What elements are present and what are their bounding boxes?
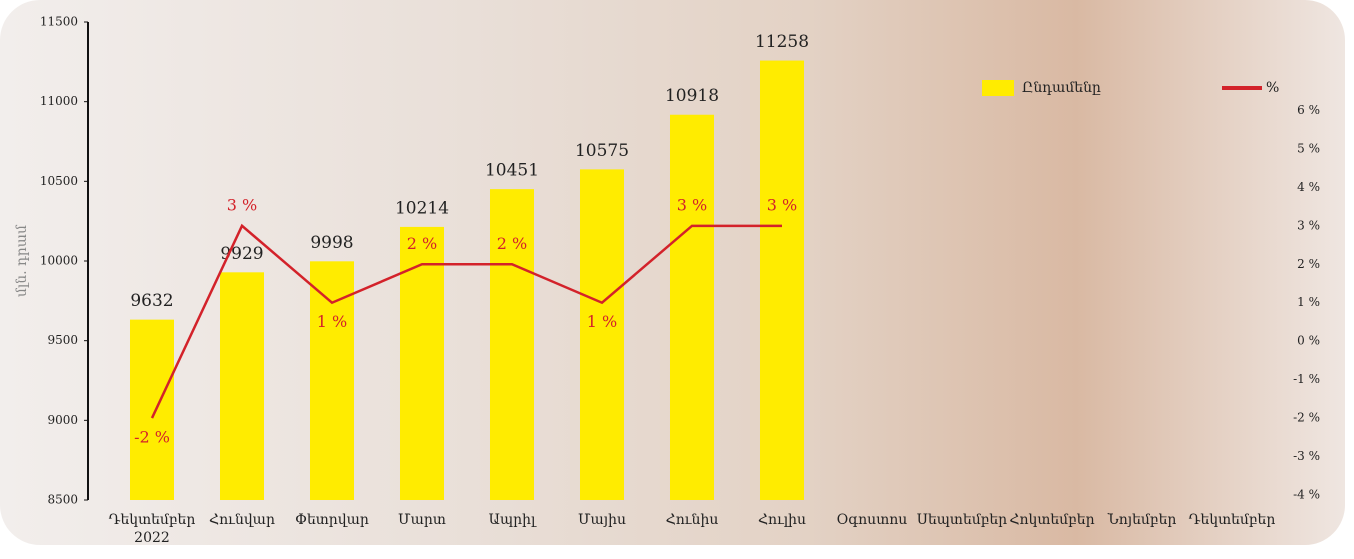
legend-swatch (982, 80, 1014, 96)
bar (490, 189, 534, 500)
x-tick-label: Դեկտեմբեր (1189, 512, 1276, 528)
bar (760, 60, 804, 501)
y-tick-label: 9000 (47, 413, 78, 427)
bar (670, 114, 714, 501)
x-tick-label: Դեկտեմբեր 2022 (109, 512, 196, 546)
bar-value-label: 9632 (130, 291, 173, 311)
y-tick-label: 10500 (40, 174, 78, 188)
x-tick-label: Մայիս (578, 512, 626, 528)
legend-label: Ընդամենը (1022, 80, 1101, 96)
bar-value-label: 9998 (310, 233, 353, 253)
line-value-label: 3 % (227, 195, 257, 214)
x-tick-label: Մարտ (398, 512, 446, 528)
bar-value-label: 10451 (485, 161, 539, 181)
line-value-label: 3 % (767, 195, 797, 214)
y2-tick-label: 3 % (1297, 218, 1320, 232)
y-axis-label: մլն. դրամ (14, 224, 30, 297)
x-tick-label: Հուլիս (758, 512, 806, 528)
y-tick-label: 11000 (40, 94, 78, 108)
x-tick-label: Սեպտեմբեր (917, 512, 1007, 528)
y-tick-label: 9500 (47, 333, 78, 347)
line-value-label: 1 % (587, 312, 617, 331)
line-value-label: -2 % (134, 428, 170, 447)
y2-tick-label: -2 % (1293, 411, 1320, 425)
bar-value-label: 10575 (575, 141, 629, 161)
y-tick-label: 11500 (40, 15, 78, 29)
x-tick-label: Նոյեմբեր (1107, 512, 1177, 528)
bar-value-label: 10918 (665, 86, 719, 106)
line-value-label: 2 % (407, 234, 437, 253)
y2-tick-label: 0 % (1297, 334, 1320, 348)
x-tick-label: Հոկտեմբեր (1009, 512, 1094, 528)
x-tick-label: Փետրվար (295, 512, 369, 528)
line-value-label: 2 % (497, 234, 527, 253)
y2-tick-label: 4 % (1297, 180, 1320, 194)
bar (400, 226, 444, 501)
x-tick-label: Ապրիլ (489, 512, 537, 528)
y2-tick-label: 2 % (1297, 257, 1320, 271)
x-tick-label: Հունիս (666, 512, 719, 528)
line (150, 223, 782, 419)
line-value-label: 1 % (317, 312, 347, 331)
bar-value-label: 11258 (755, 32, 809, 52)
bar (580, 169, 624, 500)
legend-label: % (1266, 80, 1279, 96)
y2-tick-label: -4 % (1293, 488, 1320, 502)
bar (130, 319, 174, 500)
y2-tick-label: 5 % (1297, 141, 1320, 155)
y2-tick-label: 6 % (1297, 103, 1320, 117)
y2-tick-label: 1 % (1297, 295, 1320, 309)
x-tick-label: Օգոստոս (837, 512, 908, 528)
bar (220, 272, 264, 500)
y-tick-label: 8500 (47, 493, 78, 507)
x-tick-label: Հունվար (209, 512, 275, 528)
bar-value-label: 10214 (395, 198, 449, 218)
y2-tick-label: -1 % (1293, 372, 1320, 386)
y-tick-label: 10000 (40, 254, 78, 268)
y2-tick-label: -3 % (1293, 449, 1320, 463)
line-value-label: 3 % (677, 195, 707, 214)
